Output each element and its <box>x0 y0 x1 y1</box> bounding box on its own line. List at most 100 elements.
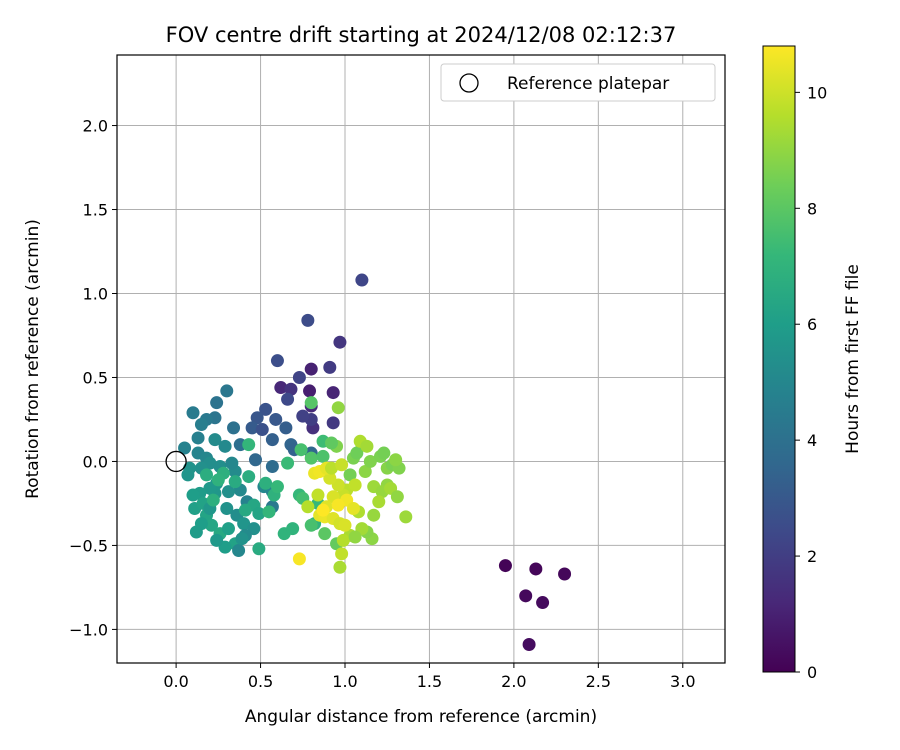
data-point <box>274 381 288 395</box>
data-point <box>210 533 224 547</box>
data-point <box>326 386 340 400</box>
data-point <box>390 490 404 504</box>
data-point <box>292 370 306 384</box>
colorbar-tick-label: 10 <box>807 83 827 102</box>
data-point <box>343 468 357 482</box>
data-point <box>269 412 283 426</box>
data-point <box>220 384 234 398</box>
data-point <box>348 478 362 492</box>
data-point <box>225 456 239 470</box>
y-axis-ticks: −1.0 −0.5 0.0 0.5 1.0 1.5 2.0 <box>69 117 117 639</box>
data-point <box>304 362 318 376</box>
x-tick-label: 3.0 <box>670 672 695 691</box>
x-tick-label: 1.0 <box>332 672 357 691</box>
plot-frame <box>116 54 726 664</box>
data-point <box>372 495 386 509</box>
data-point <box>303 384 317 398</box>
data-point <box>252 542 266 556</box>
data-point <box>355 273 369 287</box>
y-tick-label: −1.0 <box>69 620 108 639</box>
data-point <box>208 433 222 447</box>
data-point <box>284 382 298 396</box>
data-point <box>363 454 377 468</box>
colorbar-tick-label: 0 <box>807 663 817 682</box>
data-point <box>304 396 318 410</box>
x-tick-label: 2.0 <box>501 672 526 691</box>
data-point <box>218 439 232 453</box>
colorbar-label: Hours from first FF file <box>843 264 863 454</box>
data-point <box>228 475 242 489</box>
y-axis-label: Rotation from reference (arcmin) <box>23 219 43 499</box>
data-point <box>333 335 347 349</box>
colorbar-gradient <box>762 45 796 673</box>
data-point <box>270 480 284 494</box>
data-point <box>227 421 241 435</box>
data-point <box>242 438 256 452</box>
reference-marker <box>165 450 187 473</box>
data-point <box>522 638 536 652</box>
data-point <box>358 465 372 479</box>
data-point <box>323 471 337 485</box>
data-point <box>252 507 266 521</box>
data-point <box>304 518 318 532</box>
data-point <box>220 501 234 515</box>
data-point <box>210 396 224 410</box>
data-point <box>316 503 330 517</box>
data-point <box>346 501 360 515</box>
y-tick-label: −0.5 <box>69 536 108 555</box>
data-point <box>265 459 279 473</box>
y-tick-label: 0.0 <box>83 452 108 471</box>
data-point <box>335 547 349 561</box>
data-point <box>248 453 262 467</box>
data-point <box>238 503 252 517</box>
data-point <box>279 421 293 435</box>
x-tick-label: 1.5 <box>417 672 442 691</box>
data-point <box>301 500 315 514</box>
data-point <box>281 456 295 470</box>
data-point <box>203 481 217 495</box>
data-point <box>259 476 273 490</box>
data-point <box>186 488 200 502</box>
data-point <box>200 468 214 482</box>
data-point <box>181 468 195 482</box>
data-point <box>324 436 338 450</box>
data-point <box>191 431 205 445</box>
x-axis-label: Angular distance from reference (arcmin) <box>245 707 597 727</box>
data-point <box>316 449 330 463</box>
data-point <box>194 418 208 432</box>
data-point <box>301 313 315 327</box>
data-point <box>377 446 391 460</box>
colorbar-tick-label: 2 <box>807 547 817 566</box>
data-point <box>350 446 364 460</box>
data-point <box>186 406 200 420</box>
data-point <box>178 441 192 455</box>
data-point <box>237 517 251 531</box>
data-point <box>205 518 219 532</box>
data-point <box>235 532 249 546</box>
data-points <box>178 273 572 652</box>
colorbar-tick-label: 6 <box>807 315 817 334</box>
data-point <box>331 401 345 415</box>
data-point <box>326 416 340 430</box>
legend-label-reference: Reference platepar <box>507 74 669 94</box>
data-point <box>519 589 533 603</box>
y-tick-label: 1.5 <box>83 201 108 220</box>
data-point <box>348 530 362 544</box>
reference-platepar-marker <box>165 450 187 473</box>
data-point <box>296 409 310 423</box>
x-tick-label: 2.5 <box>586 672 611 691</box>
data-point <box>286 522 300 536</box>
data-point <box>281 392 295 406</box>
data-point <box>304 451 318 465</box>
data-point <box>270 354 284 368</box>
data-point <box>232 543 246 557</box>
data-point <box>294 443 308 457</box>
data-point <box>255 423 269 437</box>
data-point <box>324 461 338 475</box>
data-point <box>189 525 203 539</box>
y-tick-label: 0.5 <box>83 368 108 387</box>
data-point <box>367 508 381 522</box>
data-point <box>250 411 264 425</box>
